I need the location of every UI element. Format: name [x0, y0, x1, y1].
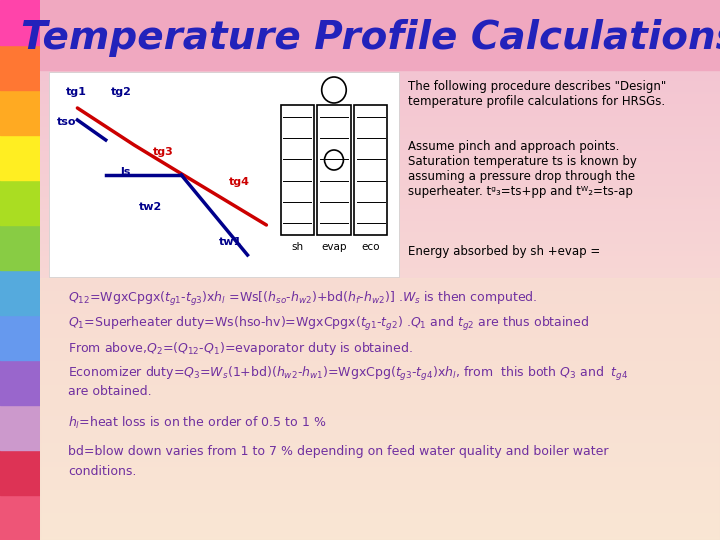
- Text: $h_l$=heat loss is on the order of 0.5 to 1 %: $h_l$=heat loss is on the order of 0.5 t…: [68, 415, 326, 431]
- Bar: [318, 105, 351, 235]
- Bar: [0, 270, 40, 315]
- Text: tg3: tg3: [153, 147, 174, 157]
- Text: $Q_1$=Superheater duty=Ws(hso-hv)=WgxCpgx($t_{g1}$-$t_{g2}$) .$Q_1$ and $t_{g2}$: $Q_1$=Superheater duty=Ws(hso-hv)=WgxCpg…: [68, 315, 590, 333]
- Bar: [0, 225, 40, 270]
- Bar: [0, 495, 40, 540]
- Bar: [40, 278, 720, 540]
- Bar: [0, 90, 40, 135]
- Text: $Q_{12}$=WgxCpgx($t_{g1}$-$t_{g3}$)x$h_l$ =Ws[($h_{so}$-$h_{w2}$)+bd($h_f$-$h_{w: $Q_{12}$=WgxCpgx($t_{g1}$-$t_{g3}$)x$h_l…: [68, 290, 537, 308]
- Bar: [0, 180, 40, 225]
- Text: Assume pinch and approach points.
Saturation temperature ts is known by
assuming: Assume pinch and approach points. Satura…: [408, 140, 637, 198]
- Text: evap: evap: [321, 242, 347, 252]
- Text: tw2: tw2: [139, 202, 162, 212]
- Bar: [0, 315, 40, 360]
- Bar: [49, 72, 399, 277]
- Text: tg1: tg1: [66, 87, 87, 97]
- Bar: [0, 0, 40, 45]
- Text: ls: ls: [120, 167, 130, 177]
- Bar: [354, 105, 387, 235]
- Text: sh: sh: [291, 242, 303, 252]
- Text: are obtained.: are obtained.: [68, 385, 152, 398]
- Text: Economizer duty=$Q_3$=$W_s$(1+bd)($h_{w2}$-$h_{w1}$)=WgxCpg($t_{g3}$-$t_{g4}$)x$: Economizer duty=$Q_3$=$W_s$(1+bd)($h_{w2…: [68, 365, 629, 383]
- Bar: [281, 105, 314, 235]
- Text: tg4: tg4: [229, 177, 250, 187]
- Text: From above,$Q_2$=($Q_{12}$-$Q_1$)=evaporator duty is obtained.: From above,$Q_2$=($Q_{12}$-$Q_1$)=evapor…: [68, 340, 413, 357]
- Text: tw1: tw1: [219, 237, 243, 247]
- Text: Energy absorbed by sh +evap =: Energy absorbed by sh +evap =: [408, 245, 600, 258]
- Bar: [0, 360, 40, 405]
- Bar: [0, 405, 40, 450]
- Text: bd=blow down varies from 1 to 7 % depending on feed water quality and boiler wat: bd=blow down varies from 1 to 7 % depend…: [68, 445, 608, 458]
- Bar: [0, 135, 40, 180]
- Text: tg2: tg2: [110, 87, 131, 97]
- Text: tso: tso: [57, 117, 76, 127]
- Text: Temperature Profile Calculations: Temperature Profile Calculations: [21, 19, 720, 57]
- Text: eco: eco: [361, 242, 380, 252]
- Bar: [0, 450, 40, 495]
- Text: conditions.: conditions.: [68, 465, 136, 478]
- Text: The following procedure describes "Design"
temperature profile calculations for : The following procedure describes "Desig…: [408, 80, 667, 108]
- Bar: [40, 0, 720, 70]
- Bar: [0, 45, 40, 90]
